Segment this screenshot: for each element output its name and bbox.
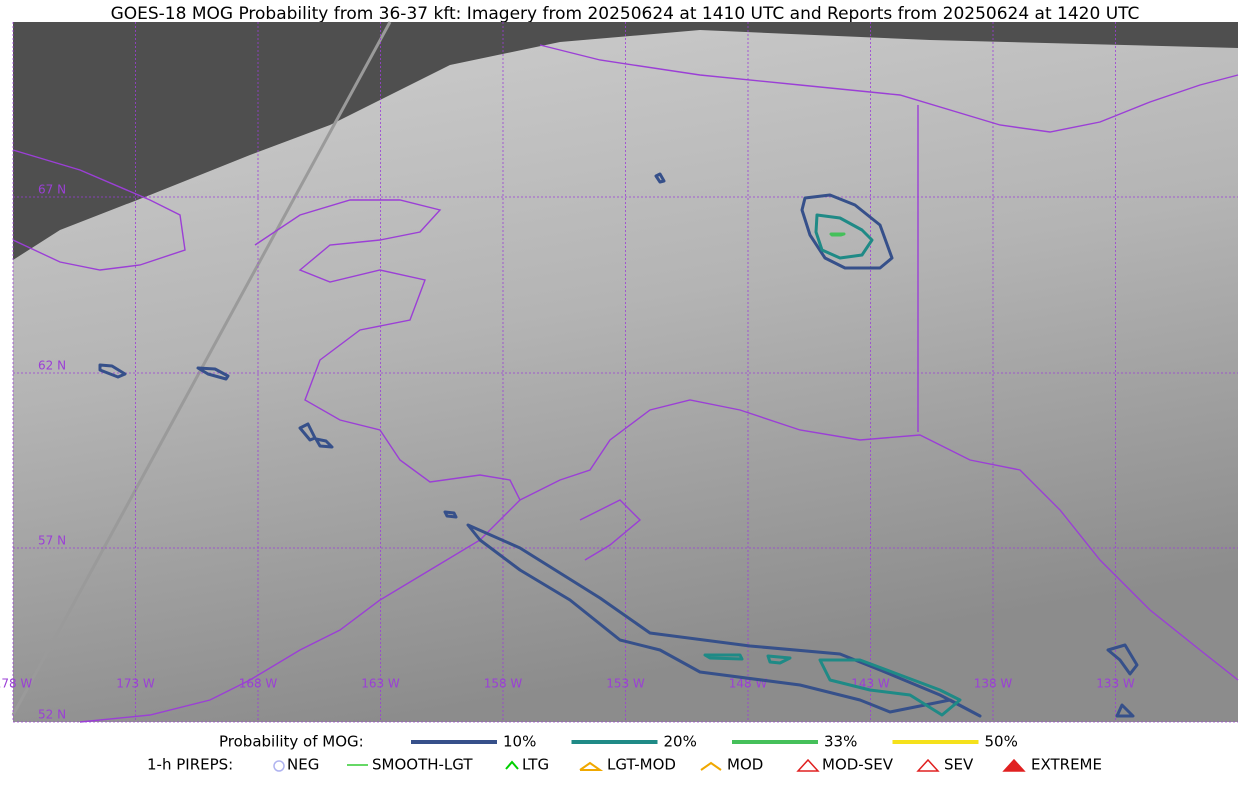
- contour: [829, 232, 846, 237]
- legend-label: 33%: [824, 733, 857, 751]
- contour: [443, 510, 458, 519]
- lon-label: 143 W: [851, 677, 890, 691]
- legend-label: 20%: [664, 733, 697, 751]
- contour: [196, 366, 230, 381]
- pirep-icon: [796, 758, 820, 772]
- legend-label: 10%: [503, 733, 536, 751]
- pirep-icon: [505, 760, 519, 770]
- lon-label: 173 W: [116, 677, 155, 691]
- lon-label: 163 W: [361, 677, 400, 691]
- coastline: [539, 44, 1239, 133]
- lat-label: 67 N: [38, 183, 66, 197]
- pirep-icon: [1002, 758, 1026, 772]
- contour: [1115, 703, 1135, 718]
- graticule: 67 N 62 N 57 N 52 N 178 W 173 W 168 W 163 W 158 …: [0, 22, 1238, 723]
- mog-contours: [98, 172, 1139, 718]
- legend-label: SEV: [944, 756, 974, 774]
- lat-label: 57 N: [38, 534, 66, 548]
- legend-title: 1-h PIREPS:: [147, 756, 233, 774]
- legend-label: SMOOTH-LGT: [372, 756, 473, 774]
- coastline: [79, 199, 521, 723]
- contour: [818, 658, 962, 717]
- contour: [466, 523, 982, 718]
- legend-title: Probability of MOG:: [219, 733, 364, 751]
- contour: [98, 363, 127, 379]
- coastline: [579, 499, 642, 561]
- legend-label: LGT-MOD: [607, 756, 676, 774]
- lon-label: 153 W: [606, 677, 645, 691]
- contour: [1106, 643, 1139, 676]
- lon-label: 133 W: [1096, 677, 1135, 691]
- contour: [800, 193, 894, 270]
- legend: Probability of MOG: 10% 20% 33% 50% 1-h PIREP…: [147, 733, 1102, 774]
- lon-label: 138 W: [974, 677, 1013, 691]
- legend-label: MOD-SEV: [822, 756, 894, 774]
- legend-label: EXTREME: [1031, 756, 1102, 774]
- lon-label: 168 W: [239, 677, 278, 691]
- no-data-region: [13, 22, 1238, 260]
- title: GOES-18 MOG Probability from 36-37 kft: …: [111, 4, 1140, 24]
- lon-label: 178 W: [0, 677, 32, 691]
- coastline: [519, 399, 1239, 681]
- lat-label: 62 N: [38, 359, 66, 373]
- lon-label: 158 W: [484, 677, 523, 691]
- pirep-icon: [700, 761, 722, 771]
- pirep-icon: [273, 760, 285, 772]
- coastline: [12, 149, 186, 271]
- lat-label: 52 N: [38, 708, 66, 722]
- legend-label: MOD: [727, 756, 763, 774]
- pirep-icon: [916, 758, 940, 772]
- coastlines: [12, 44, 1239, 723]
- contour: [654, 172, 666, 184]
- legend-label: LTG: [522, 756, 549, 774]
- contour: [766, 654, 792, 665]
- contour: [814, 213, 874, 260]
- contour: [314, 437, 334, 449]
- legend-label: 50%: [985, 733, 1018, 751]
- contour: [703, 653, 744, 661]
- pirep-icon: [579, 761, 604, 771]
- legend-label: NEG: [287, 756, 319, 774]
